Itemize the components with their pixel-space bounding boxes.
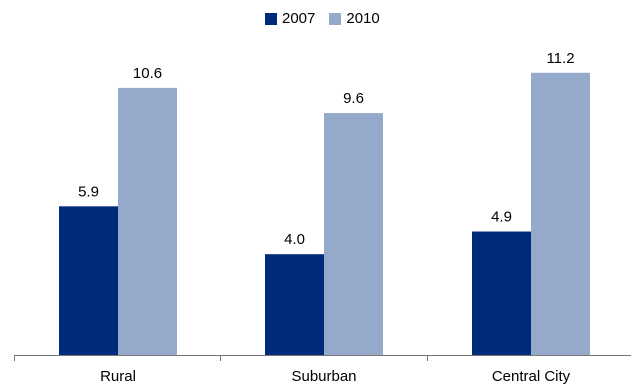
legend-label-2010: 2010 [346, 10, 380, 27]
category-label-rural: Rural [100, 368, 136, 385]
legend-item-2007: 2007 [265, 10, 315, 27]
bar-2010-rural [118, 87, 177, 355]
legend-item-2010: 2010 [329, 10, 380, 27]
category-label-central-city: Central City [492, 368, 571, 385]
bar-2010-central-city [531, 72, 590, 355]
bar-2010-suburban [324, 113, 383, 355]
bar-2007-suburban [265, 254, 324, 355]
legend-swatch-2010 [329, 12, 342, 25]
bar-value-label-2010-rural: 10.6 [133, 65, 162, 82]
bar-value-label-2010-suburban: 9.6 [343, 90, 364, 107]
bar-value-label-2010-central-city: 11.2 [546, 50, 574, 67]
bar-value-label-2007-rural: 5.9 [78, 183, 99, 200]
category-label-suburban: Suburban [291, 368, 356, 385]
chart-legend: 2007 2010 [265, 10, 394, 27]
bar-value-label-2007-suburban: 4.0 [284, 231, 305, 248]
bar-value-label-2007-central-city: 4.9 [491, 209, 512, 226]
bar-2007-central-city [472, 231, 531, 355]
legend-swatch-2007 [265, 12, 277, 25]
bar-2007-rural [59, 206, 118, 355]
legend-label-2007: 2007 [282, 10, 316, 27]
